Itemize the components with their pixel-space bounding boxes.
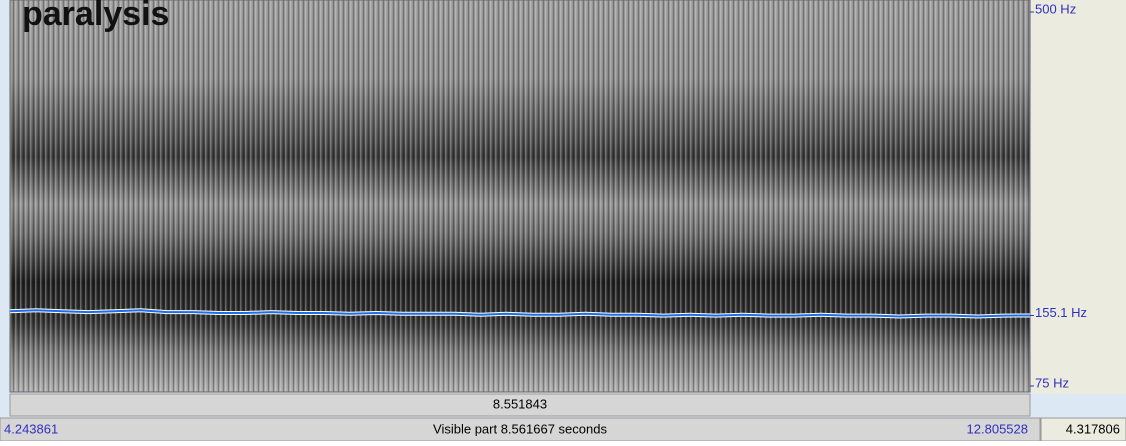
spectrogram-texture	[10, 0, 1030, 392]
axis-panel	[1031, 0, 1126, 394]
praat-window: 8.551843 4.243861 Visible part 8.561667 …	[0, 0, 1126, 441]
page: 8.551843 4.243861 Visible part 8.561667 …	[0, 0, 1126, 441]
tick-label: 500 Hz	[1035, 1, 1076, 16]
title: paralysis	[22, 0, 169, 33]
remaining-time: 4.317806	[1066, 421, 1120, 436]
tick-label: 75 Hz	[1035, 375, 1069, 390]
end-time: 12.805528	[967, 421, 1028, 436]
start-time: 4.243861	[4, 421, 58, 436]
tick-label: 155.1 Hz	[1035, 305, 1087, 320]
visible-duration: Visible part 8.561667 seconds	[433, 421, 607, 436]
selection-duration: 8.551843	[493, 396, 547, 411]
